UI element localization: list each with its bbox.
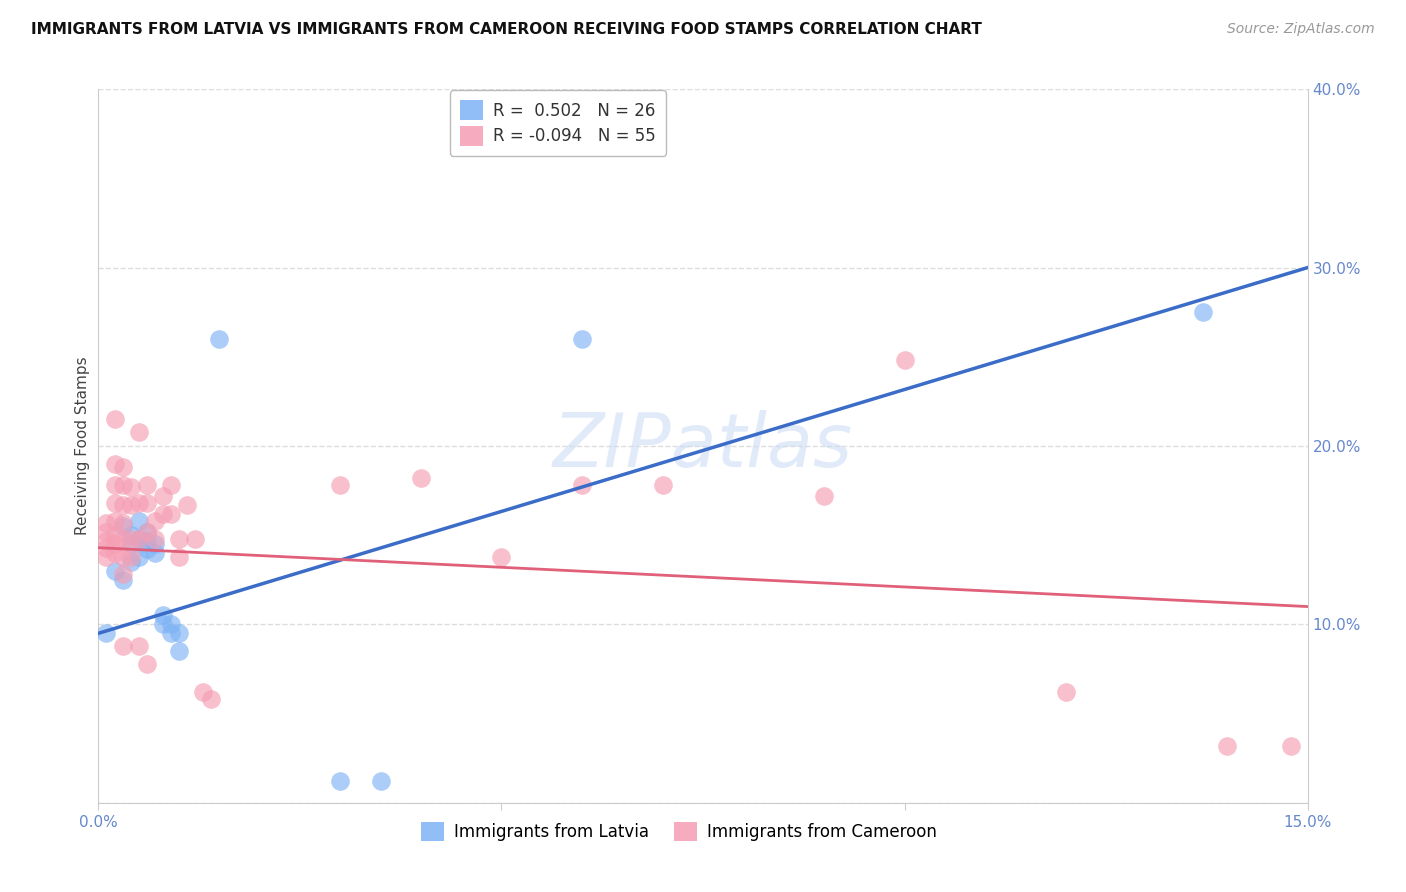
Point: [120, 532, 142, 546]
Point: [111, 516, 134, 530]
Point: [96, 533, 118, 548]
Point: [193, 685, 215, 699]
Point: [103, 457, 125, 471]
Point: [143, 532, 166, 546]
Point: [96, 516, 118, 530]
Point: [1281, 739, 1303, 753]
Point: [370, 774, 392, 789]
Point: [111, 573, 134, 587]
Point: [120, 528, 142, 542]
Point: [135, 657, 157, 671]
Point: [491, 549, 513, 564]
Point: [128, 425, 150, 439]
Text: IMMIGRANTS FROM LATVIA VS IMMIGRANTS FROM CAMEROON RECEIVING FOOD STAMPS CORRELA: IMMIGRANTS FROM LATVIA VS IMMIGRANTS FRO…: [31, 22, 981, 37]
Point: [96, 626, 118, 640]
Point: [143, 537, 166, 551]
Point: [409, 471, 432, 485]
Point: [103, 546, 125, 560]
Point: [143, 546, 166, 560]
Point: [1191, 305, 1213, 319]
Point: [152, 608, 174, 623]
Point: [813, 489, 835, 503]
Point: [103, 412, 125, 426]
Point: [329, 478, 352, 492]
Point: [135, 542, 157, 557]
Point: [176, 498, 198, 512]
Point: [167, 644, 190, 658]
Point: [128, 532, 150, 546]
Point: [167, 532, 190, 546]
Point: [120, 537, 142, 551]
Point: [329, 774, 352, 789]
Point: [135, 496, 157, 510]
Point: [135, 478, 157, 492]
Point: [111, 519, 134, 533]
Point: [152, 489, 174, 503]
Point: [103, 537, 125, 551]
Text: ZIPatlas: ZIPatlas: [553, 410, 853, 482]
Point: [103, 514, 125, 528]
Point: [135, 524, 157, 539]
Point: [167, 549, 190, 564]
Point: [111, 498, 134, 512]
Point: [160, 626, 183, 640]
Point: [128, 549, 150, 564]
Point: [111, 532, 134, 546]
Point: [111, 639, 134, 653]
Point: [651, 478, 673, 492]
Point: [120, 549, 142, 564]
Point: [184, 532, 207, 546]
Point: [128, 496, 150, 510]
Point: [128, 514, 150, 528]
Point: [128, 532, 150, 546]
Point: [1216, 739, 1239, 753]
Point: [103, 564, 125, 578]
Point: [103, 528, 125, 542]
Point: [571, 332, 593, 346]
Point: [96, 524, 118, 539]
Point: [160, 478, 183, 492]
Point: [1054, 685, 1077, 699]
Point: [96, 549, 118, 564]
Point: [160, 507, 183, 521]
Point: [571, 478, 593, 492]
Text: Source: ZipAtlas.com: Source: ZipAtlas.com: [1227, 22, 1375, 37]
Point: [167, 626, 190, 640]
Point: [893, 353, 915, 368]
Point: [208, 332, 231, 346]
Point: [111, 460, 134, 475]
Point: [96, 541, 118, 555]
Point: [111, 549, 134, 564]
Point: [103, 478, 125, 492]
Point: [111, 478, 134, 492]
Point: [200, 692, 222, 706]
Point: [120, 480, 142, 494]
Point: [152, 617, 174, 632]
Point: [152, 507, 174, 521]
Point: [103, 496, 125, 510]
Y-axis label: Receiving Food Stamps: Receiving Food Stamps: [75, 357, 90, 535]
Point: [120, 555, 142, 569]
Legend: Immigrants from Latvia, Immigrants from Cameroon: Immigrants from Latvia, Immigrants from …: [413, 815, 943, 848]
Point: [160, 617, 183, 632]
Point: [111, 567, 134, 582]
Point: [120, 498, 142, 512]
Point: [135, 524, 157, 539]
Point: [143, 514, 166, 528]
Point: [128, 639, 150, 653]
Point: [135, 533, 157, 548]
